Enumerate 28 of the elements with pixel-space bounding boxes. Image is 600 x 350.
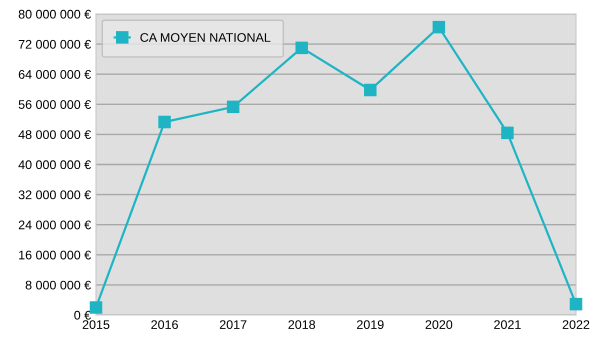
x-tick-label: 2018 <box>288 320 316 330</box>
y-tick-label: 32 000 000 € <box>18 190 91 200</box>
point <box>158 116 171 128</box>
point <box>226 100 240 114</box>
x-tick-label: 2022 <box>562 320 590 330</box>
point <box>295 42 308 54</box>
y-tick-label: 8 000 000 € <box>26 280 91 290</box>
y-tick-label: 64 000 000 € <box>18 70 91 79</box>
legend-label: CA MOYEN NATIONAL <box>140 33 270 42</box>
point <box>570 298 582 310</box>
y-tick-label: 0 € <box>74 310 91 320</box>
y-tick-label: 56 000 000 € <box>18 100 91 109</box>
x-tick-label: 2016 <box>151 320 178 330</box>
x-tick-label: 2021 <box>494 320 521 330</box>
x-tick-label: 2015 <box>82 320 110 330</box>
x-tick-label: 2019 <box>357 320 384 330</box>
x-tick-label: 2017 <box>220 320 246 330</box>
y-tick-label: 80 000 000 € <box>18 10 91 19</box>
point <box>432 20 446 34</box>
point <box>90 301 102 314</box>
y-tick-label: 72 000 000 € <box>18 40 91 49</box>
point <box>364 84 377 96</box>
point <box>501 126 514 140</box>
y-tick-label: 24 000 000 € <box>18 220 91 230</box>
y-tick-label: 48 000 000 € <box>18 130 91 140</box>
y-tick-label: 40 000 000 € <box>18 160 91 170</box>
y-tick-label: 16 000 000 € <box>19 250 91 260</box>
x-tick-label: 2020 <box>426 320 452 330</box>
